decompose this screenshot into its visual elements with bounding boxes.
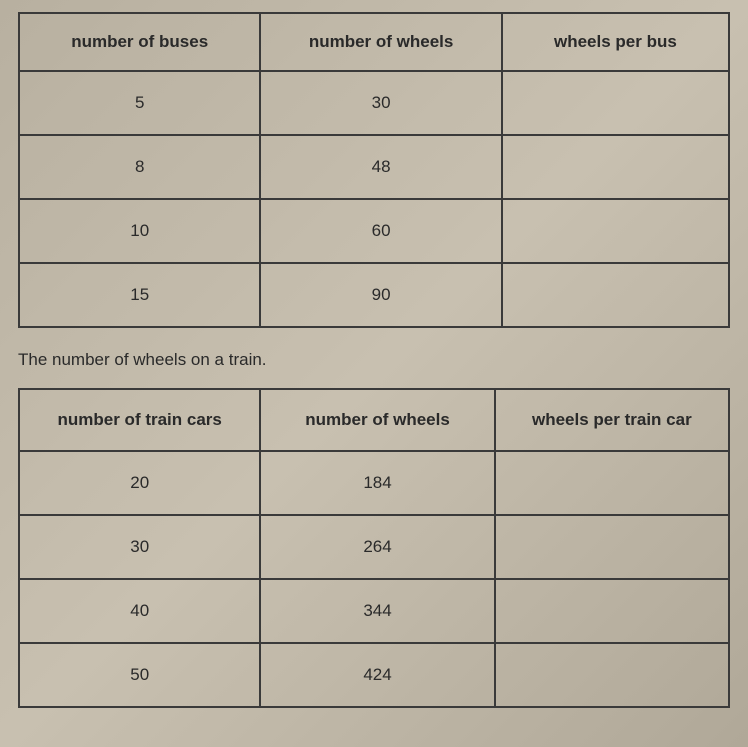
cell-cars: 20 [19,451,260,515]
cell-per-bus [502,71,729,135]
cell-wheels: 30 [260,71,501,135]
cell-cars: 40 [19,579,260,643]
header-wheels-per-car: wheels per train car [495,389,729,451]
table-row: 15 90 [19,263,729,327]
train-table: number of train cars number of wheels wh… [18,388,730,708]
table-header-row: number of train cars number of wheels wh… [19,389,729,451]
header-train-cars: number of train cars [19,389,260,451]
table-row: 30 264 [19,515,729,579]
cell-per-bus [502,263,729,327]
cell-per-car [495,451,729,515]
table-row: 20 184 [19,451,729,515]
header-wheels: number of wheels [260,13,501,71]
table-header-row: number of buses number of wheels wheels … [19,13,729,71]
table-row: 40 344 [19,579,729,643]
train-caption: The number of wheels on a train. [18,350,730,370]
cell-buses: 5 [19,71,260,135]
cell-buses: 15 [19,263,260,327]
cell-per-bus [502,135,729,199]
cell-wheels: 48 [260,135,501,199]
table-row: 10 60 [19,199,729,263]
cell-wheels: 184 [260,451,494,515]
cell-per-car [495,643,729,707]
cell-wheels: 344 [260,579,494,643]
cell-wheels: 264 [260,515,494,579]
cell-wheels: 424 [260,643,494,707]
cell-per-car [495,515,729,579]
header-buses: number of buses [19,13,260,71]
cell-buses: 8 [19,135,260,199]
table-row: 5 30 [19,71,729,135]
cell-buses: 10 [19,199,260,263]
header-wheels-per-bus: wheels per bus [502,13,729,71]
table-row: 8 48 [19,135,729,199]
cell-per-car [495,579,729,643]
cell-cars: 30 [19,515,260,579]
table-row: 50 424 [19,643,729,707]
cell-per-bus [502,199,729,263]
header-wheels: number of wheels [260,389,494,451]
cell-wheels: 60 [260,199,501,263]
buses-table: number of buses number of wheels wheels … [18,12,730,328]
cell-wheels: 90 [260,263,501,327]
cell-cars: 50 [19,643,260,707]
